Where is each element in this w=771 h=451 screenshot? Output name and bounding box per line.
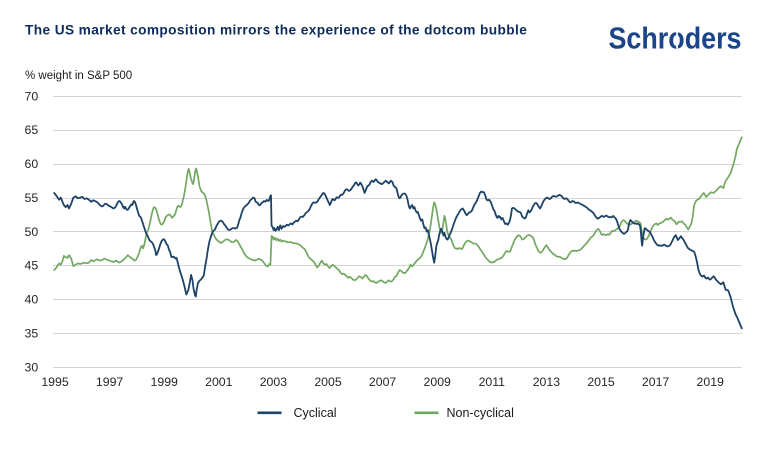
svg-text:1999: 1999 [151, 375, 179, 389]
svg-text:2011: 2011 [479, 375, 506, 389]
svg-text:45: 45 [25, 259, 39, 273]
svg-text:30: 30 [25, 360, 39, 374]
svg-text:70: 70 [25, 89, 39, 103]
svg-text:2013: 2013 [533, 375, 561, 389]
svg-text:2017: 2017 [642, 375, 670, 389]
svg-text:% weight in S&P 500: % weight in S&P 500 [25, 70, 132, 82]
svg-text:Schroders: Schroders [609, 21, 742, 56]
svg-text:65: 65 [25, 123, 39, 137]
svg-text:2015: 2015 [587, 375, 615, 389]
svg-text:2019: 2019 [697, 375, 725, 389]
svg-text:2003: 2003 [260, 375, 288, 389]
svg-text:1997: 1997 [96, 375, 124, 389]
svg-text:40: 40 [25, 293, 39, 307]
svg-text:2007: 2007 [369, 375, 397, 389]
svg-text:Non-cyclical: Non-cyclical [447, 406, 514, 420]
svg-text:The US market composition mirr: The US market composition mirrors the ex… [25, 23, 527, 38]
svg-text:35: 35 [25, 326, 39, 340]
svg-text:2001: 2001 [205, 375, 233, 389]
svg-text:60: 60 [25, 157, 39, 171]
svg-text:1995: 1995 [41, 375, 69, 389]
svg-text:2005: 2005 [314, 375, 342, 389]
svg-text:50: 50 [25, 225, 39, 239]
svg-text:2009: 2009 [424, 375, 452, 389]
svg-text:55: 55 [25, 191, 39, 205]
svg-text:Cyclical: Cyclical [294, 406, 337, 420]
